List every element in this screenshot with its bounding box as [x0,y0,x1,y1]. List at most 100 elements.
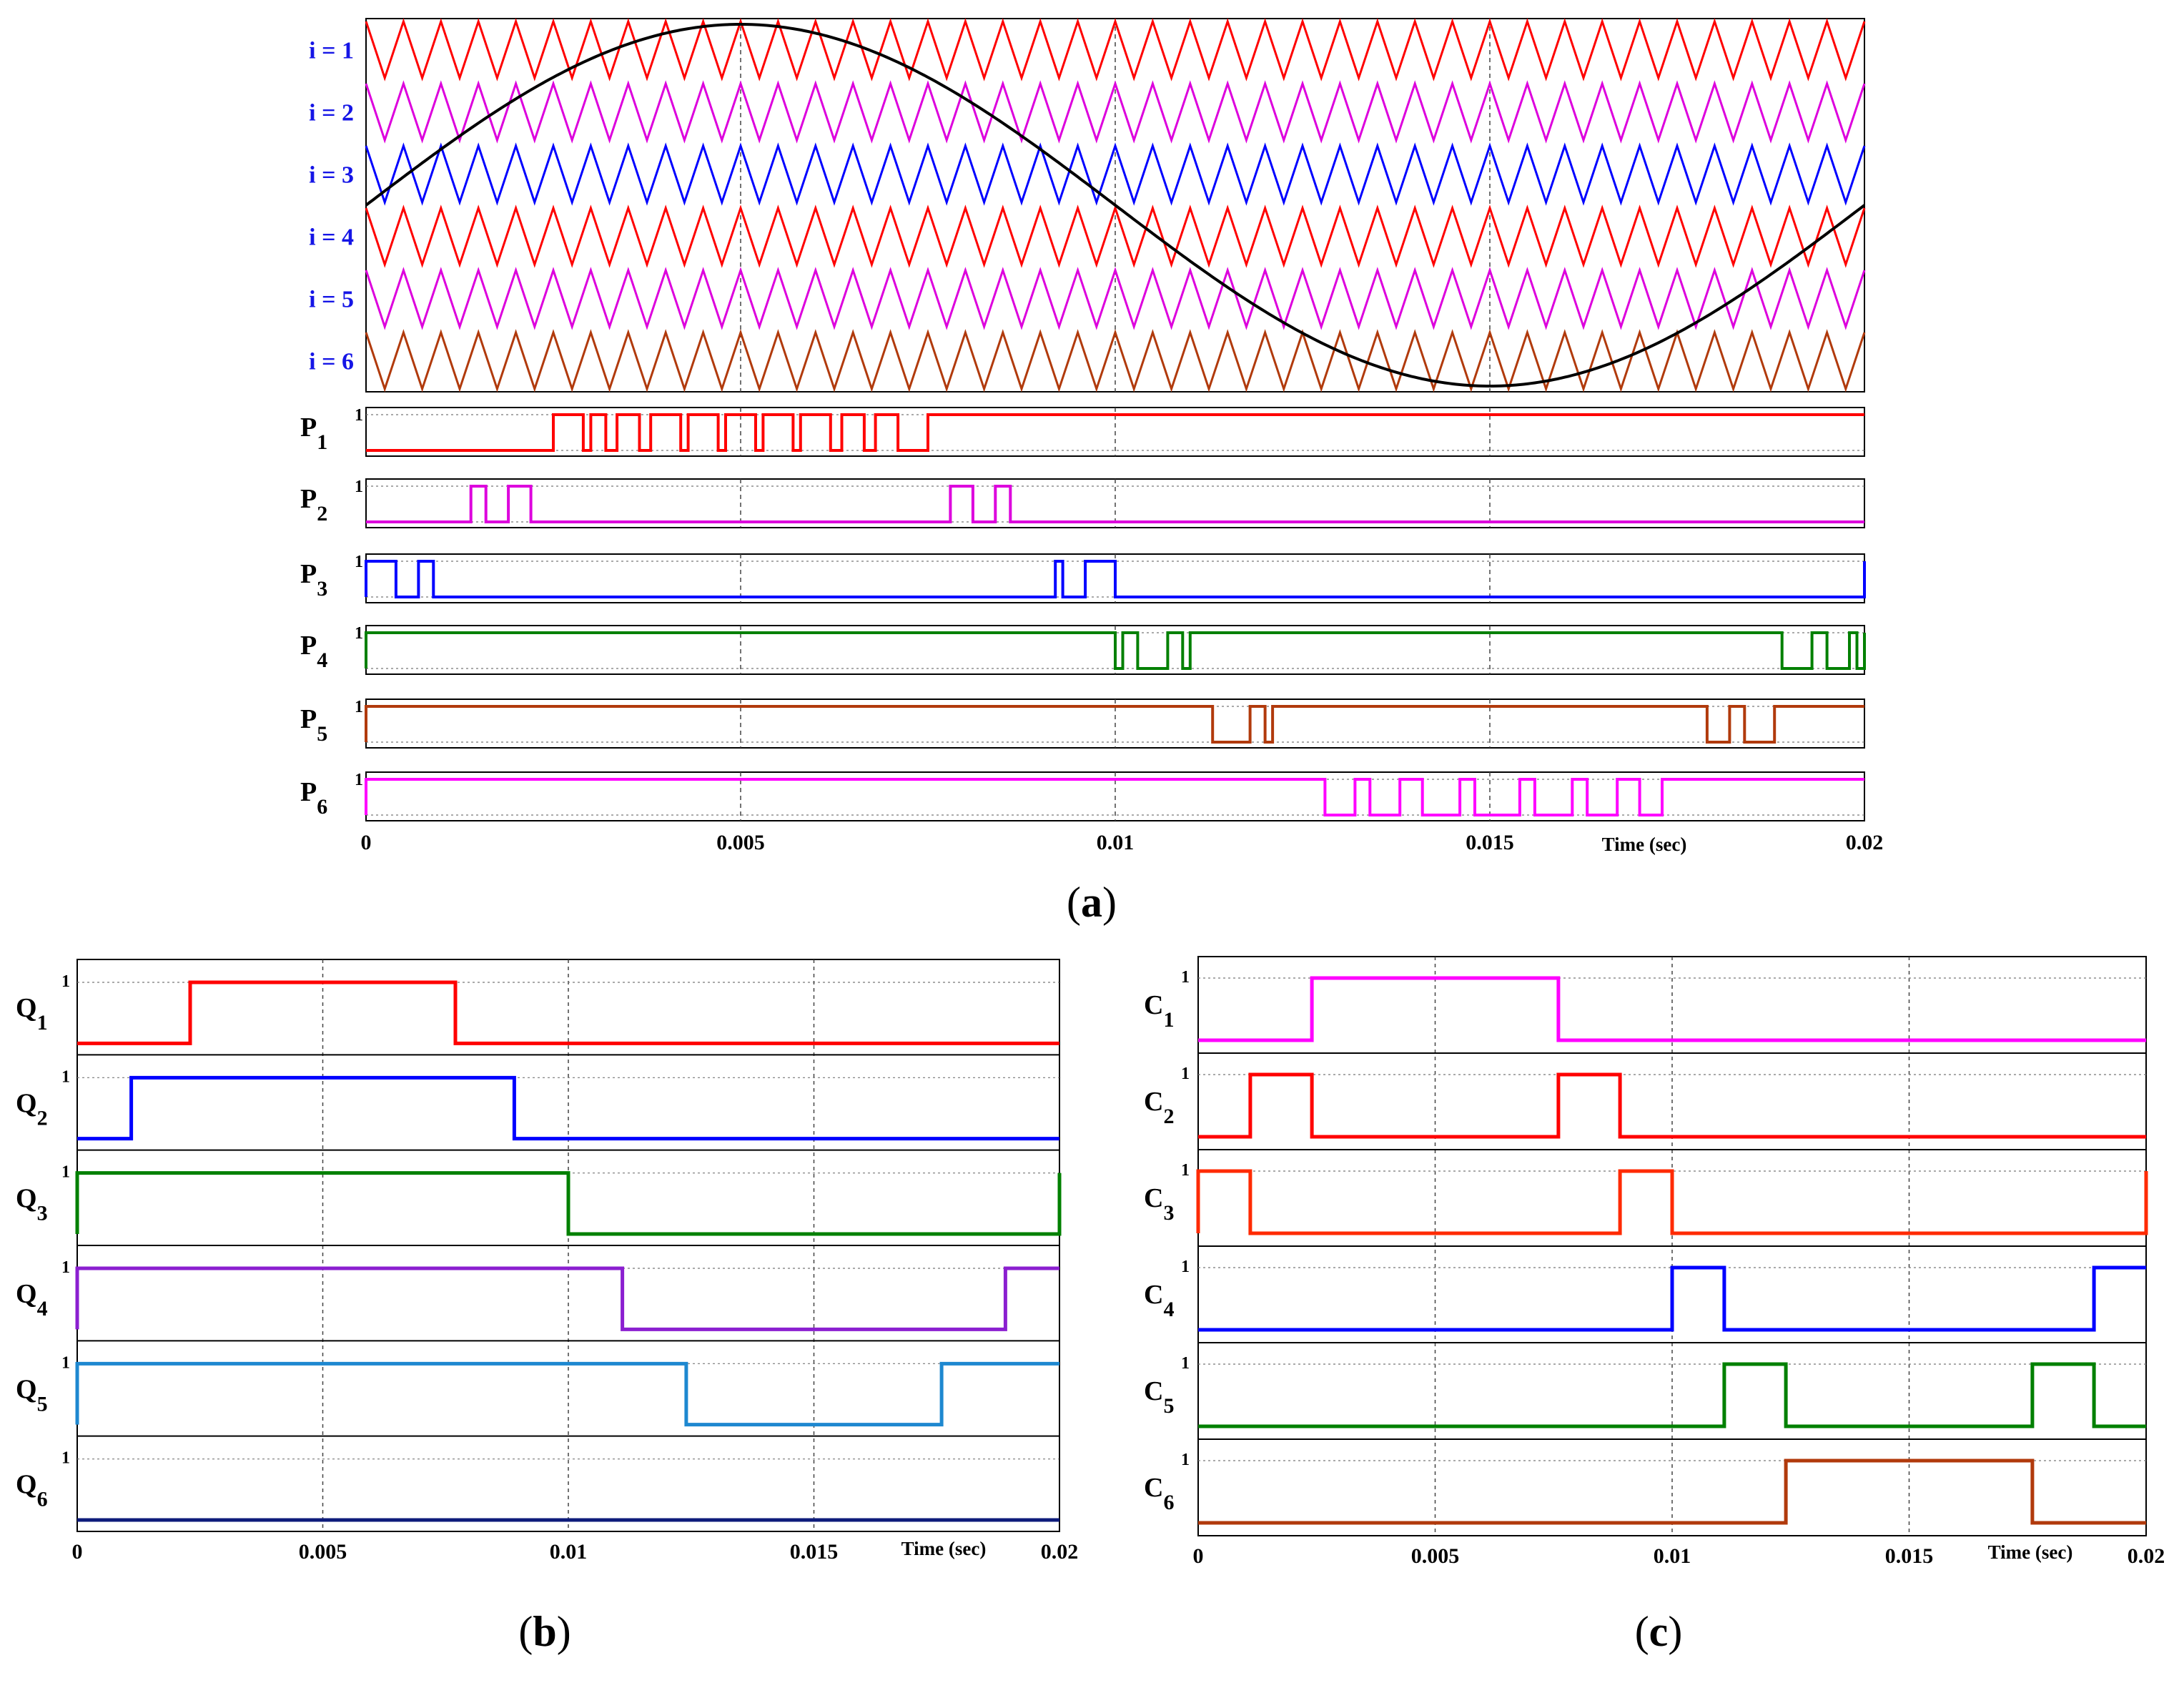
signal-label: Q3 [16,1184,48,1225]
signal-subscript: 3 [1163,1201,1174,1225]
carrier-wave-4 [365,204,1866,268]
signal-trace [1198,1362,2146,1428]
panel-a: i = 1i = 2i = 3i = 4i = 5i = 6P11P21P31P… [300,18,1883,855]
x-tick-label: 0.005 [299,1540,347,1564]
x-axis-label: Time (sec) [1602,834,1687,855]
carrier-label-4: i = 4 [309,224,354,251]
x-tick-label: 0.005 [716,831,765,854]
carrier-wave-1 [365,18,1866,82]
carrier-wave-6 [365,329,1866,393]
signal-label: Q1 [16,993,48,1035]
signal-Q6: Q6 1 [16,1435,1059,1522]
level-one-label: 1 [61,1258,70,1277]
signal-trace [75,1171,1062,1236]
signal-subscript: 4 [317,648,327,672]
level-one-label: 1 [1181,1451,1190,1469]
signal-trace [75,1266,1059,1331]
signal-Q3: Q3 1 [16,1149,1062,1236]
signal-subscript: 5 [317,722,327,746]
signal-label: Q6 [16,1470,48,1511]
signal-C2: C2 1 [1144,1052,2146,1139]
signal-label: C5 [1144,1376,1174,1418]
signal-trace [365,778,1864,816]
level-one-label: 1 [1181,1161,1190,1180]
signal-label: C3 [1144,1183,1174,1225]
signal-name: C [1144,990,1163,1020]
signal-name: Q [16,1470,37,1500]
signal-trace [365,705,1864,744]
level-one-label: 1 [61,1067,70,1086]
signal-name: C [1144,1376,1163,1406]
level-one-label: 1 [1181,1258,1190,1276]
level-one-label: 1 [61,1163,70,1182]
signal-label: Q5 [16,1374,48,1416]
signal-subscript: 2 [37,1106,48,1130]
signal-label: C6 [1144,1473,1174,1514]
x-axis-label: Time (sec) [1988,1541,2073,1563]
x-tick-label: 0.02 [1041,1540,1079,1564]
signal-trace [1198,976,2146,1042]
signal-trace [77,980,1059,1045]
level-one-label: 1 [61,1449,70,1468]
signal-C3: C3 1 [1144,1149,2148,1235]
signal-P3: P3 1 [300,553,1866,603]
signal-trace [77,1075,1059,1141]
signal-label: Q2 [16,1088,48,1130]
carrier-label-1: i = 1 [309,38,354,64]
signal-subscript: 6 [317,795,327,819]
signal-label: C2 [1144,1087,1174,1128]
level-one-label: 1 [61,972,70,991]
signal-label: P1 [300,413,327,454]
signal-name: P [300,631,317,661]
signal-trace [1198,1458,2146,1525]
signal-trace [366,413,1864,452]
signal-label: C4 [1144,1280,1174,1321]
level-one-label: 1 [355,624,363,643]
caption-a: (a) [1067,879,1117,926]
signal-C1: C11 [1144,968,2146,1042]
signal-P6: P6 1 [300,771,1865,821]
signal-name: P [300,777,317,807]
reference-sine [365,23,1866,388]
level-one-label: 1 [1181,1065,1190,1083]
x-tick-label: 0 [1193,1544,1204,1568]
signal-name: P [300,559,317,589]
x-tick-label: 0.015 [1885,1544,1934,1568]
signal-name: P [300,704,317,734]
signal-label: Q4 [16,1279,48,1321]
level-one-label: 1 [1181,968,1190,987]
x-tick-label: 0.005 [1411,1544,1460,1568]
x-tick-label: 0 [361,831,372,854]
signal-Q1: Q11 [16,972,1059,1045]
carrier-wave-5 [365,267,1866,330]
level-one-label: 1 [355,406,363,425]
signal-label: P6 [300,777,327,819]
x-tick-label: 0 [72,1540,83,1564]
signal-subscript: 6 [1163,1491,1174,1514]
signal-trace [1198,1072,2146,1139]
level-one-label: 1 [355,698,363,716]
signal-P2: P2 1 [300,478,1865,528]
signal-name: Q [16,1184,37,1214]
signal-P4: P4 1 [300,624,1866,675]
signal-trace [366,485,1864,523]
x-tick-label: 0.01 [550,1540,588,1564]
signal-name: Q [16,993,37,1023]
x-axis-label: Time (sec) [901,1538,987,1559]
signal-C6: C6 1 [1144,1438,2146,1525]
signal-trace [365,631,1866,670]
signal-C4: C4 1 [1144,1245,2146,1332]
caption-c: (c) [1635,1608,1683,1655]
x-tick-label: 0.02 [2128,1544,2165,1568]
x-tick-label: 0.015 [790,1540,839,1564]
signal-subscript: 2 [317,502,327,525]
signal-subscript: 3 [37,1202,48,1225]
signal-subscript: 5 [1163,1394,1174,1418]
signal-name: Q [16,1088,37,1118]
signal-trace [1198,1265,2146,1332]
signal-subscript: 1 [37,1011,48,1035]
signal-trace [365,560,1866,598]
